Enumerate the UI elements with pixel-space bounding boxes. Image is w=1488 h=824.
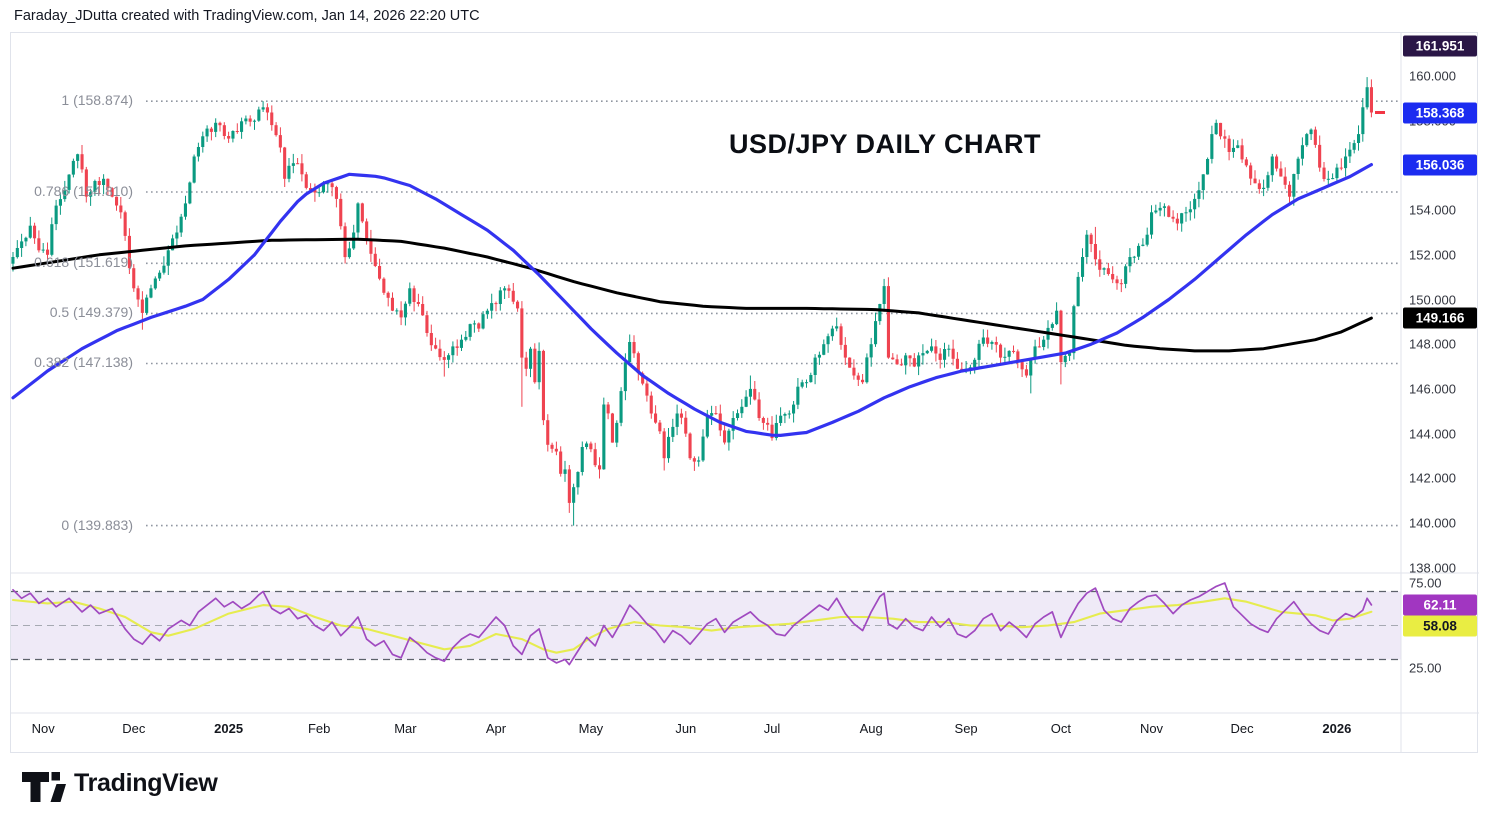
last-price-tick <box>1375 111 1385 114</box>
time-axis-label-Aug[interactable]: Aug <box>859 721 883 736</box>
attribution-text: Faraday_JDutta created with TradingView.… <box>14 8 480 24</box>
tradingview-logo-text: TradingView <box>74 769 218 797</box>
time-axis-label-Mar[interactable]: Mar <box>394 721 417 736</box>
price-axis-label: 148.000 <box>1409 336 1456 352</box>
price-axis-label: 142.000 <box>1409 470 1456 486</box>
price-axis-label: 154.000 <box>1409 202 1456 218</box>
time-axis-label-Jul[interactable]: Jul <box>763 721 781 736</box>
time-axis-label-Apr[interactable]: Apr <box>485 721 507 736</box>
price-badge-158.368: 158.368 <box>1403 102 1477 123</box>
price-badge-161.951: 161.951 <box>1403 35 1477 57</box>
price-axis-label: 150.000 <box>1409 292 1456 307</box>
price-axis-label: 138.000 <box>1409 560 1456 576</box>
time-axis-label-Nov[interactable]: Nov <box>31 721 55 736</box>
time-axis-label-Feb[interactable]: Feb <box>307 721 331 736</box>
price-badge-149.166: 149.166 <box>1403 307 1477 329</box>
chart-canvas[interactable] <box>11 33 1479 754</box>
price-axis-label: 144.000 <box>1409 426 1456 442</box>
price-axis-label: 152.000 <box>1409 247 1456 263</box>
price-axis-label: 140.000 <box>1409 515 1456 531</box>
chart-widget: USD/JPY DAILY CHART 1 (158.874) 0.786 (15… <box>10 32 1479 754</box>
price-axis-label: 160.000 <box>1409 68 1456 84</box>
rsi-axis-label: 75.00 <box>1409 575 1442 591</box>
price-badge-58.08: 58.08 <box>1403 615 1477 637</box>
time-axis-label-2026[interactable]: 2026 <box>1322 721 1352 736</box>
time-axis-label-Dec[interactable]: Dec <box>1230 721 1254 736</box>
price-badge-62.11: 62.11 <box>1403 594 1477 616</box>
chart-title: USD/JPY DAILY CHART <box>728 129 1042 159</box>
time-axis-label-Oct[interactable]: Oct <box>1050 721 1072 736</box>
time-axis-label-2025[interactable]: 2025 <box>214 721 244 736</box>
tradingview-logo-icon <box>22 772 66 802</box>
time-axis-label-Jun[interactable]: Jun <box>675 721 697 736</box>
price-badge-156.036: 156.036 <box>1403 154 1477 176</box>
time-axis-label-May[interactable]: May <box>578 721 604 736</box>
price-axis-label: 146.000 <box>1409 381 1456 397</box>
time-axis-label-Nov[interactable]: Nov <box>1139 721 1164 736</box>
time-axis-label-Sep[interactable]: Sep <box>954 721 978 736</box>
time-axis-label-Dec[interactable]: Dec <box>122 721 146 736</box>
rsi-axis-label: 25.00 <box>1409 660 1442 676</box>
footer: TradingView <box>0 753 1488 824</box>
